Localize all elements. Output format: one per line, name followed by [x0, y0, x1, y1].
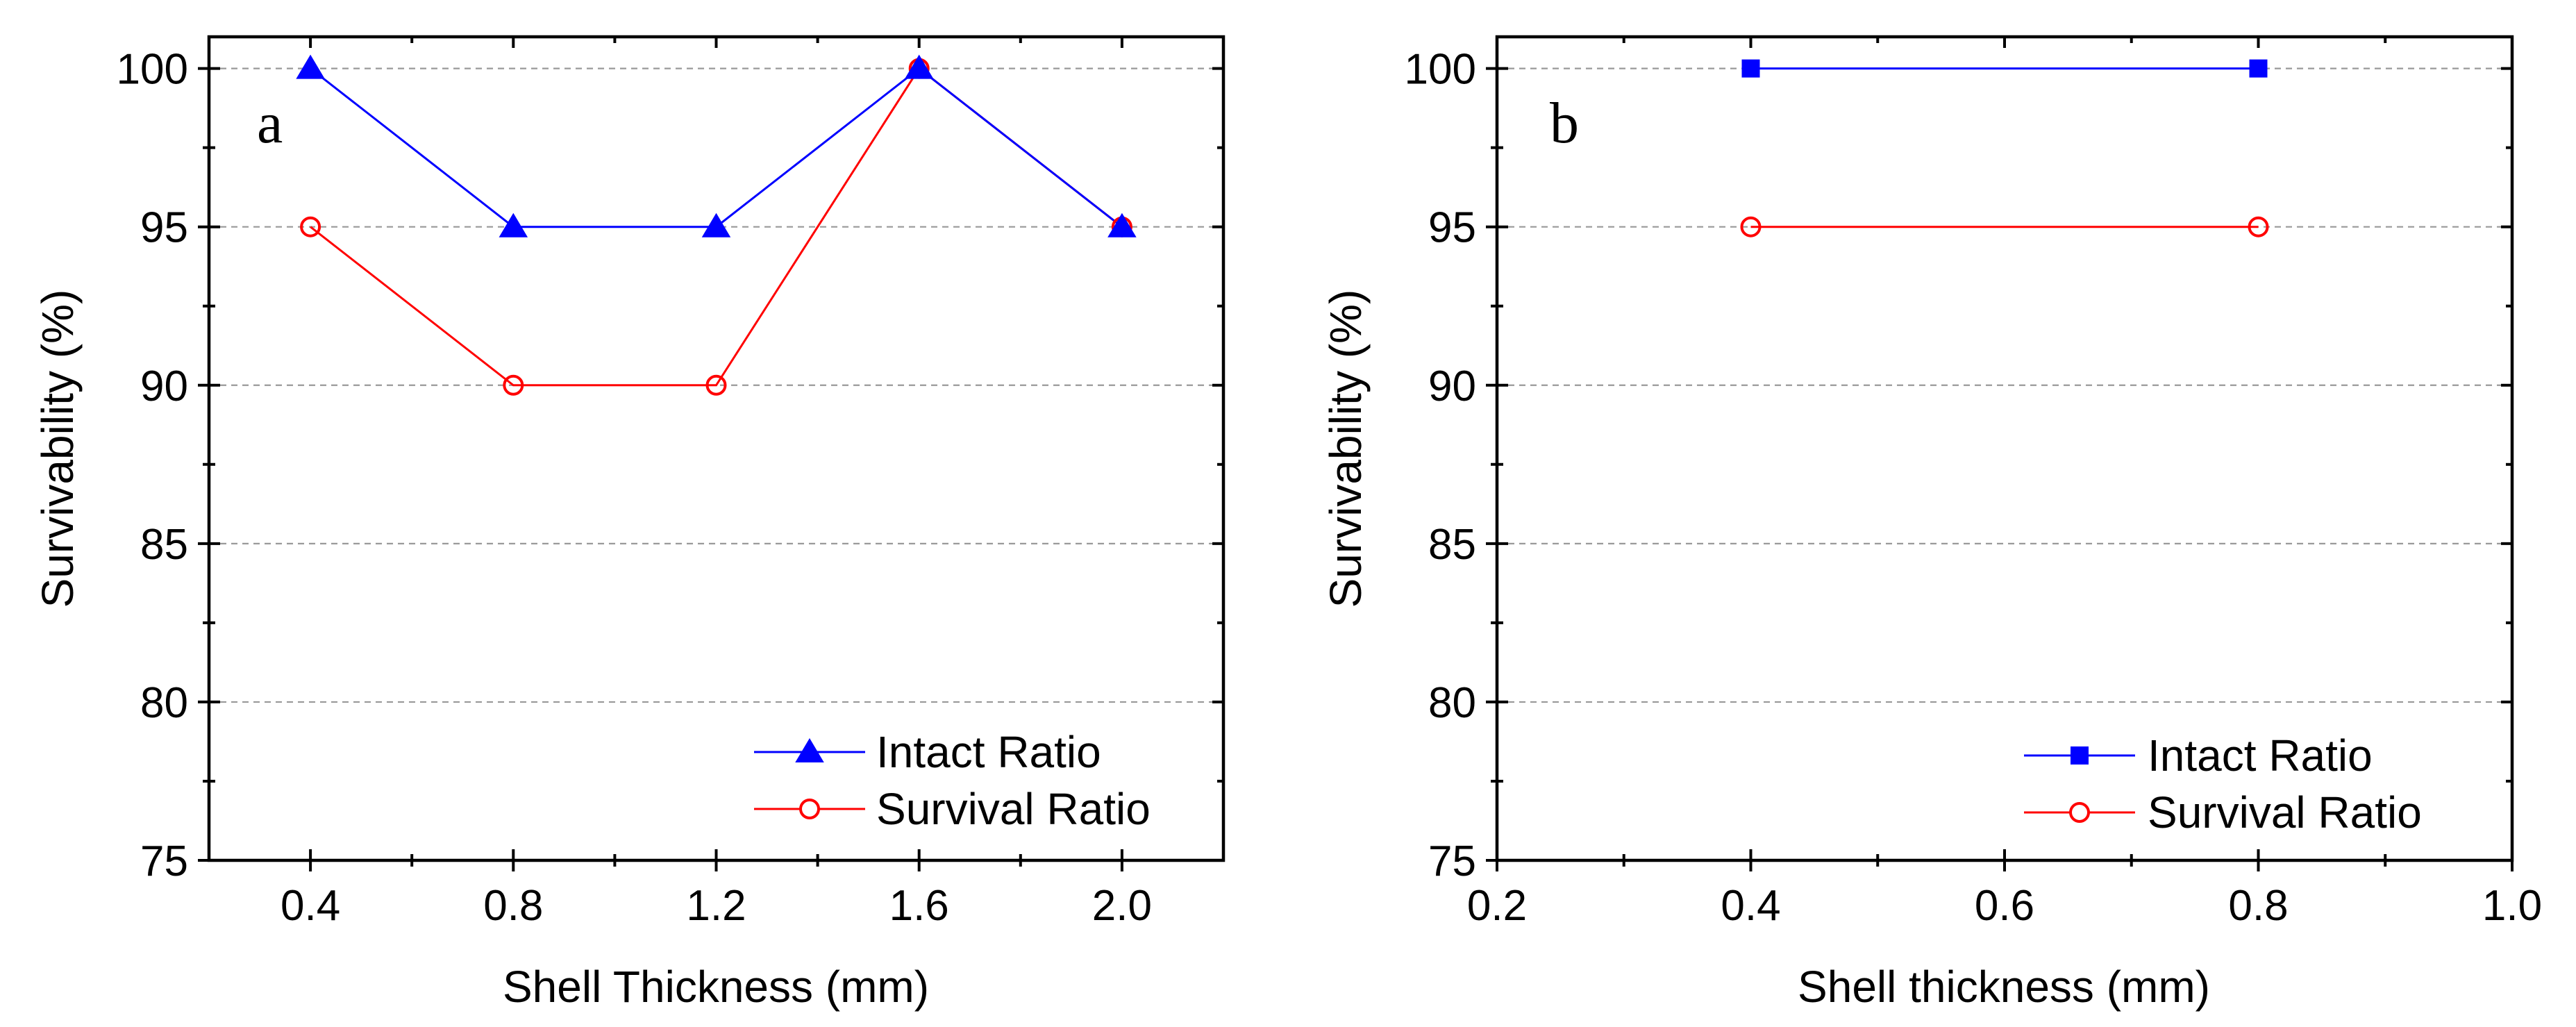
data-point-intact-ratio	[1107, 212, 1137, 237]
y-tick-label: 85	[140, 521, 188, 569]
legend-label-intact-ratio: Intact Ratio	[2148, 730, 2373, 780]
legend-label-intact-ratio: Intact Ratio	[876, 727, 1101, 777]
circle-marker-icon	[799, 799, 820, 819]
data-point-survival-ratio	[503, 374, 524, 396]
panel-label: a	[257, 91, 283, 156]
legend: Intact Ratio Survival Ratio	[754, 727, 1151, 834]
legend-label-survival-ratio: Survival Ratio	[876, 784, 1151, 834]
x-tick-label: 0.8	[2228, 882, 2288, 930]
legend-label-survival-ratio: Survival Ratio	[2148, 787, 2422, 837]
y-tick-label: 100	[1405, 46, 1476, 94]
data-point-survival-ratio	[1740, 216, 1762, 237]
grid-lines	[1497, 67, 2512, 703]
y-tick-label: 80	[140, 679, 188, 727]
panel-label: b	[1550, 91, 1579, 156]
circle-marker-icon	[2069, 802, 2090, 823]
data-point-intact-ratio	[701, 212, 731, 237]
data-point-intact-ratio	[904, 54, 934, 79]
axis-ticks: 75 80 85 90 95 100 0.4 0.8 1.2 1.6 2.0	[117, 37, 1223, 930]
legend-item-intact-ratio: Intact Ratio	[2024, 730, 2373, 780]
y-axis-title: Survivability (%)	[33, 290, 83, 608]
triangle-marker-icon	[795, 738, 824, 762]
data-point-intact-ratio	[296, 54, 325, 79]
x-tick-label: 1.2	[686, 882, 746, 930]
legend: Intact Ratio Survival Ratio	[2024, 730, 2422, 837]
x-tick-label: 1.0	[2482, 882, 2542, 930]
x-axis-title: Shell thickness (mm)	[1798, 962, 2210, 1012]
x-tick-label: 0.6	[1975, 882, 2034, 930]
y-axis-title: Survivability (%)	[1321, 290, 1371, 608]
grid-lines	[209, 67, 1223, 703]
y-tick-label: 80	[1428, 679, 1476, 727]
data-point-survival-ratio	[300, 216, 321, 237]
data-point-survival-ratio	[2248, 216, 2269, 237]
data-point-intact-ratio	[2249, 59, 2268, 78]
x-tick-label: 0.2	[1467, 882, 1527, 930]
y-tick-label: 90	[1428, 362, 1476, 410]
x-tick-label: 0.4	[1721, 882, 1780, 930]
y-tick-label: 95	[1428, 204, 1476, 252]
legend-item-survival-ratio: Survival Ratio	[754, 784, 1151, 834]
x-tick-label: 0.8	[483, 882, 543, 930]
x-axis-title: Shell Thickness (mm)	[503, 962, 929, 1012]
x-tick-label: 1.6	[889, 882, 949, 930]
series-layer	[1740, 59, 2269, 237]
axis-ticks: 75 80 85 90 95 100 0.2 0.4 0.6 0.8 1.0	[1405, 37, 2542, 930]
x-tick-label: 0.4	[281, 882, 340, 930]
legend-item-survival-ratio: Survival Ratio	[2024, 787, 2422, 837]
y-tick-label: 75	[1428, 837, 1476, 885]
y-tick-label: 95	[140, 204, 188, 252]
x-tick-label: 2.0	[1092, 882, 1152, 930]
series-layer	[296, 54, 1137, 396]
chart-panel-b: 75 80 85 90 95 100 0.2 0.4 0.6 0.8 1.0 b Shell thi…	[1321, 35, 2542, 1012]
square-marker-icon	[2071, 746, 2089, 765]
chart-panel-a: 75 80 85 90 95 100 0.4 0.8 1.2 1.6 2.0 a Shell Thi…	[33, 35, 1226, 1012]
y-tick-label: 75	[140, 837, 188, 885]
data-point-survival-ratio	[705, 374, 727, 396]
data-point-intact-ratio	[499, 212, 528, 237]
data-point-intact-ratio	[1741, 59, 1760, 78]
y-tick-label: 100	[117, 46, 188, 94]
y-tick-label: 85	[1428, 521, 1476, 569]
legend-item-intact-ratio: Intact Ratio	[754, 727, 1101, 777]
y-tick-label: 90	[140, 362, 188, 410]
